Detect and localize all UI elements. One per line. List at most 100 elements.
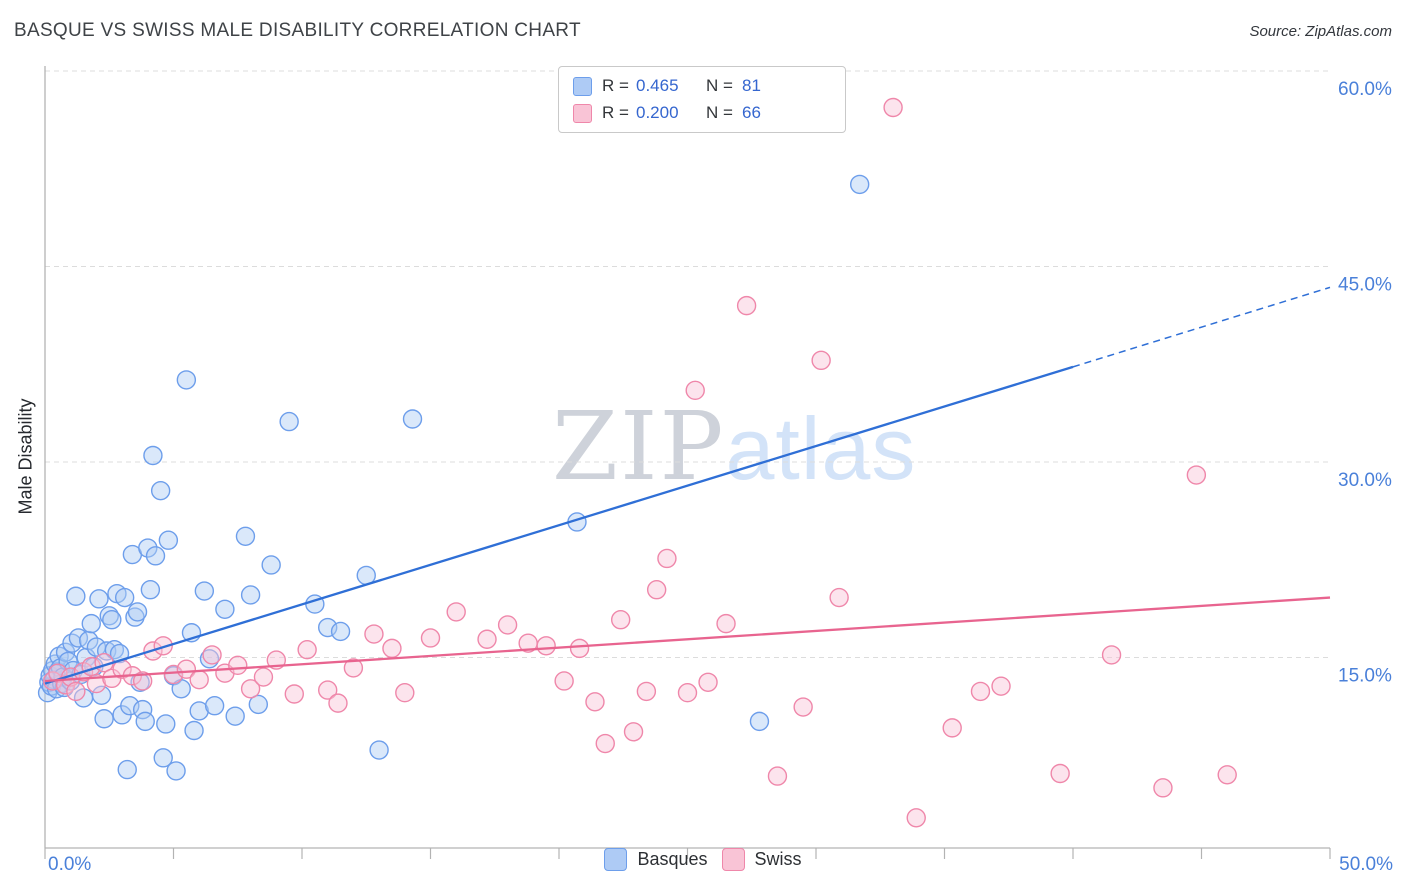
basque-point: [248, 694, 269, 715]
legend-box: R = 0.465 N = 81 R = 0.200 N = 66: [558, 66, 846, 133]
basque-point: [194, 581, 215, 601]
basque-point: [145, 546, 166, 566]
swiss-point: [1101, 645, 1122, 665]
basque-point: [89, 589, 109, 609]
swiss-point: [343, 658, 364, 678]
basque-point: [127, 602, 148, 622]
x-axis-min-label: 0.0%: [48, 854, 91, 875]
legend-row-swiss: R = 0.200 N = 66: [573, 103, 831, 123]
r-label: R =: [602, 76, 629, 95]
swiss-point: [297, 639, 317, 660]
swiss-point: [595, 733, 615, 754]
basque-point: [176, 370, 197, 390]
basque-point: [125, 607, 145, 627]
swiss-point: [477, 629, 497, 649]
swiss-point: [420, 628, 441, 648]
swiss-point: [716, 613, 736, 634]
swiss-point: [736, 295, 757, 316]
legend-label-basques: Basques: [637, 849, 708, 869]
basque-point: [135, 711, 155, 732]
swiss-point: [176, 659, 197, 679]
y-tick-label: 60.0%: [1338, 79, 1392, 100]
basque-point: [114, 587, 135, 608]
basque-point: [189, 701, 209, 721]
swiss-point: [153, 636, 173, 656]
basque-point: [102, 610, 122, 630]
swiss-point: [318, 680, 338, 700]
swiss-point: [677, 682, 698, 703]
basques-swatch: [573, 76, 592, 96]
basque-point: [91, 685, 112, 706]
swiss-point: [132, 671, 153, 691]
swiss-point: [202, 645, 222, 665]
legend-item-swiss: Swiss: [721, 848, 802, 871]
basque-point: [158, 530, 179, 550]
swiss-point: [569, 638, 590, 659]
basque-point: [330, 621, 351, 642]
source-credit: Source: ZipAtlas.com: [1249, 23, 1392, 40]
swiss-point: [382, 638, 402, 659]
y-tick-label: 45.0%: [1338, 275, 1392, 296]
basque-point: [62, 633, 82, 653]
swiss-point: [1186, 465, 1207, 485]
basque-point: [184, 720, 204, 741]
basque-point: [166, 761, 186, 781]
r-label: R =: [602, 103, 629, 122]
swiss-point: [942, 718, 962, 738]
swiss-point: [970, 681, 991, 702]
basque-point: [150, 480, 171, 501]
basque-point: [369, 740, 389, 760]
basque-point: [225, 706, 245, 726]
r-value-basques: 0.465: [636, 76, 679, 95]
r-value-swiss: 0.200: [636, 103, 679, 122]
basque-point: [261, 555, 281, 575]
swiss-point: [189, 669, 209, 690]
watermark-atlas: atlas: [725, 399, 917, 498]
swiss-point: [636, 681, 657, 702]
swiss-point: [793, 697, 813, 717]
swiss-point: [497, 615, 518, 635]
x-axis-max-label: 50.0%: [1339, 854, 1393, 875]
legend-label-swiss: Swiss: [754, 849, 802, 869]
basque-point: [140, 580, 161, 600]
basque-point: [204, 696, 225, 716]
n-value-swiss: 66: [742, 103, 761, 122]
basque-point: [138, 538, 158, 558]
swiss-point: [829, 587, 849, 608]
bottom-legend: Basques Swiss: [0, 848, 1406, 871]
swiss-point: [554, 671, 574, 691]
basque-point: [215, 599, 235, 619]
swiss-point: [1050, 763, 1070, 784]
chart-title: BASQUE VS SWISS MALE DISABILITY CORRELAT…: [14, 20, 581, 41]
basque-point: [849, 174, 870, 195]
swiss-swatch: [573, 103, 592, 123]
swiss-point: [66, 681, 86, 702]
swiss-point: [536, 636, 556, 656]
basque-point: [749, 711, 770, 732]
swiss-point: [284, 684, 304, 704]
y-tick-label: 30.0%: [1338, 470, 1392, 491]
basque-point: [240, 585, 261, 605]
legend-row-basques: R = 0.465 N = 81: [573, 76, 831, 96]
swiss-point: [240, 679, 261, 699]
n-value-basques: 81: [742, 76, 761, 95]
basque-point: [81, 613, 101, 634]
swiss-point: [657, 548, 677, 569]
swiss-point: [328, 693, 348, 713]
swiss-point: [698, 672, 718, 692]
basque-point: [279, 411, 299, 432]
basque-point: [235, 526, 256, 546]
swiss-point: [685, 380, 705, 401]
y-tick-label: 15.0%: [1338, 666, 1392, 687]
swiss-point: [446, 602, 466, 622]
swiss-point: [623, 722, 644, 742]
trend-line-basques: [44, 365, 1074, 685]
swiss-point: [610, 610, 631, 630]
trend-line-swiss: [44, 596, 1331, 683]
basque-point: [66, 586, 86, 606]
swiss-point: [646, 580, 667, 600]
swiss-point: [364, 624, 384, 644]
basque-point: [94, 709, 114, 729]
